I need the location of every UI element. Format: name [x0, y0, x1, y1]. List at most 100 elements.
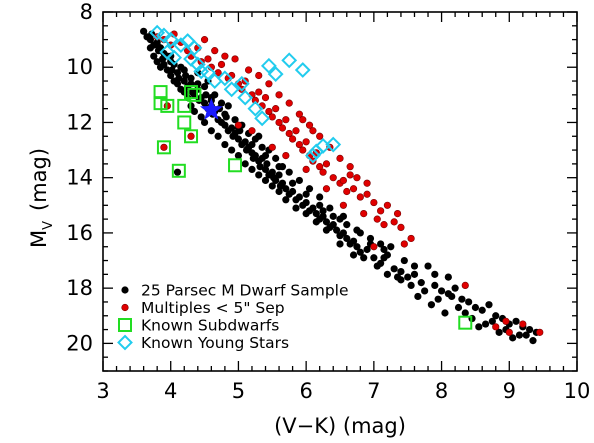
sample-point [431, 270, 439, 278]
sample-point [458, 295, 466, 303]
multiple-point [268, 113, 276, 121]
multiple-point [505, 328, 513, 336]
subdwarf-point [177, 98, 192, 113]
multiple-point [295, 140, 303, 149]
multiple-point [390, 218, 398, 226]
multiple-point [231, 55, 239, 63]
sample-point [140, 27, 148, 35]
multiple-point [346, 171, 354, 179]
sample-point [397, 267, 405, 276]
sample-point [387, 243, 395, 251]
sample-point [170, 77, 178, 85]
multiple-point [275, 118, 283, 127]
multiple-point [360, 209, 368, 218]
sample-point [349, 237, 358, 245]
y-tick-label: 8 [80, 0, 93, 24]
young-star-point [200, 64, 216, 81]
multiple-point [305, 121, 314, 129]
sample-point [434, 295, 442, 303]
sample-point [377, 240, 385, 248]
sample-point [221, 140, 229, 149]
multiple-point [346, 163, 354, 171]
multiple-point [289, 135, 297, 143]
multiple-point [255, 88, 263, 96]
multiple-point [204, 55, 212, 63]
sample-point [228, 124, 236, 132]
sample-point [292, 204, 300, 212]
y-axis-label-main: M [27, 230, 51, 248]
sample-point [390, 265, 398, 273]
sample-point [529, 337, 537, 345]
sample-point [322, 218, 331, 226]
young-star-point [156, 27, 172, 44]
subdwarf-point [156, 140, 171, 155]
sample-point [444, 273, 452, 281]
multiple-point [292, 127, 300, 135]
sample-point [319, 207, 327, 215]
x-tick-label: 10 [564, 379, 591, 403]
sample-point [295, 176, 303, 185]
sample-point [363, 245, 371, 254]
young-star-point [267, 66, 284, 83]
sample-point [207, 94, 215, 102]
multiple-point [393, 209, 402, 218]
y-tick-label: 14 [66, 166, 93, 190]
sample-point [302, 190, 310, 198]
multiple-point [316, 163, 324, 171]
multiple-point [268, 143, 276, 151]
multiple-point [380, 221, 388, 229]
x-tick-label: 9 [503, 379, 516, 403]
sample-point [248, 140, 256, 149]
sample-point [326, 204, 334, 212]
series-subdwarf [153, 85, 473, 330]
sample-point [485, 301, 493, 309]
sample-point [316, 201, 324, 209]
multiple-point [370, 243, 378, 251]
subdwarf-point [228, 158, 243, 173]
sample-point [255, 132, 263, 140]
sample-point [214, 132, 222, 140]
sample-point [461, 309, 469, 317]
young-star-point [247, 100, 264, 117]
legend-item: Multiples < 5" Sep [121, 299, 285, 317]
sample-point [289, 179, 297, 187]
young-star-point [260, 57, 277, 74]
multiple-point [160, 143, 168, 151]
sample-point [173, 69, 182, 77]
y-tick-labels: 8 10 12 14 16 18 20 [66, 0, 93, 355]
highlight-star [199, 98, 223, 120]
multiple-point [519, 320, 527, 328]
multiple-point [339, 176, 347, 185]
sample-point [256, 163, 264, 171]
young-star-point [186, 39, 203, 56]
sample-point [380, 245, 388, 254]
subdwarf-point [458, 315, 473, 330]
y-axis-label-unit: (mag) [27, 148, 51, 211]
sample-point [268, 168, 276, 176]
multiple-point [502, 317, 510, 325]
multiple-point [255, 71, 263, 80]
y-tick-label: 16 [66, 221, 93, 245]
young-star-point [216, 70, 233, 87]
sample-point [180, 66, 188, 74]
multiple-point [329, 174, 337, 182]
sample-point [515, 331, 524, 339]
sample-point [431, 281, 439, 289]
y-axis-label-group: MV (mag) [27, 148, 56, 248]
subdwarf-point [184, 129, 199, 144]
multiple-point [282, 152, 290, 160]
x-axis-label: (V−K) (mag) [274, 414, 406, 438]
legend-marker [121, 303, 129, 312]
sample-point [272, 176, 280, 185]
sample-point [465, 298, 473, 306]
sample-point [427, 301, 436, 309]
multiple-point [322, 185, 331, 193]
sample-point [488, 317, 496, 325]
legend-label: 25 Parsec M Dwarf Sample [141, 282, 349, 300]
young-star-point [193, 63, 210, 80]
sample-point [319, 212, 327, 220]
young-star-point [166, 49, 183, 66]
young-star-point [172, 37, 189, 54]
sample-point [228, 146, 236, 154]
multiple-point [536, 328, 544, 336]
